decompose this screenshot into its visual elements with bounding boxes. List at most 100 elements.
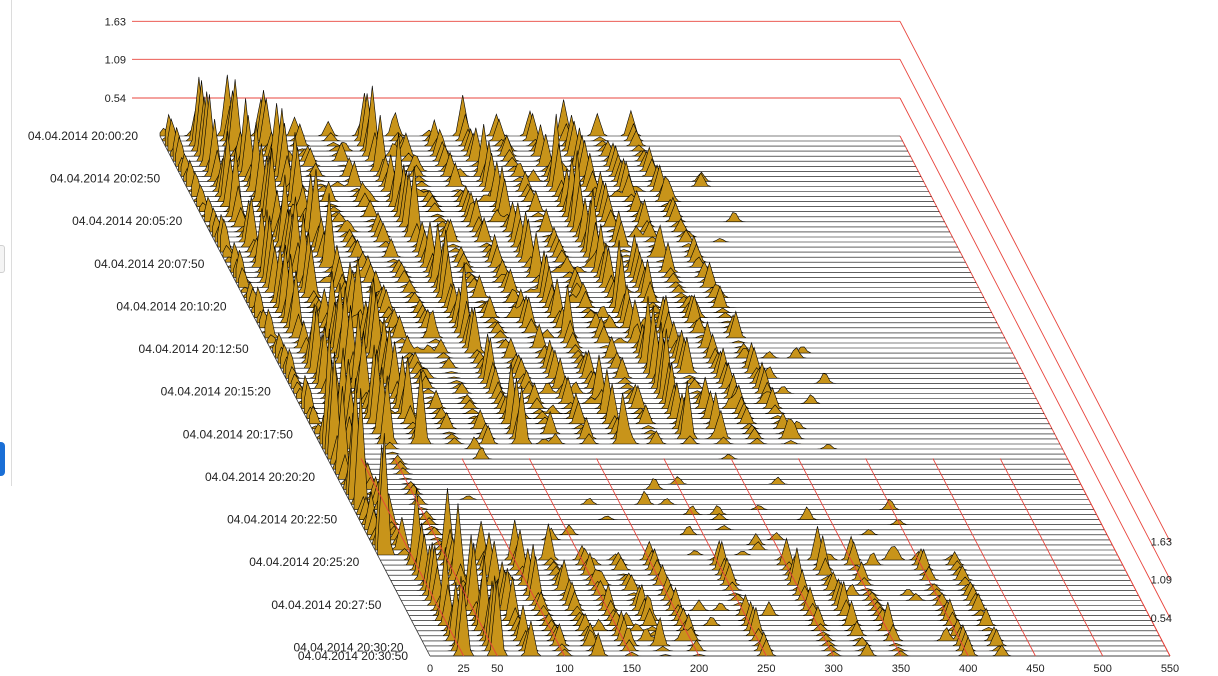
x-tick-label-1: 25 xyxy=(458,663,470,675)
panel-button[interactable] xyxy=(0,442,5,476)
spectrum-row-56 xyxy=(306,344,1047,420)
z-tick-label-back-1: 1.09 xyxy=(105,54,126,66)
z-tick-label-front-2: 1.63 xyxy=(1151,536,1172,548)
spectrum-row-90 xyxy=(395,545,1136,591)
spectrum-row-76 xyxy=(358,495,1100,520)
spectrum-row-101 xyxy=(424,580,1165,647)
spectrum-row-99 xyxy=(419,601,1160,637)
time-label-2: 04.04.2014 20:05:20 xyxy=(72,214,182,228)
spectrum-row-31 xyxy=(241,231,982,293)
spectrum-row-25 xyxy=(225,213,966,263)
x-tick-label-0: 0 xyxy=(427,663,433,675)
spectrum-row-61 xyxy=(319,369,1060,445)
spectrum-row-66 xyxy=(332,449,1073,470)
spectrum-row-89 xyxy=(393,540,1134,586)
spectrum-row-69 xyxy=(340,461,1081,485)
time-label-4: 04.04.2014 20:10:20 xyxy=(116,299,226,313)
x-tick-label-5: 200 xyxy=(690,663,708,675)
spectrum-row-50 xyxy=(290,311,1032,389)
time-label-10: 04.04.2014 20:25:20 xyxy=(249,555,359,569)
x-gridline-12 xyxy=(1067,458,1171,657)
z-tick-label-back-0: 0.54 xyxy=(105,93,126,105)
spectrum-row-74 xyxy=(353,388,1094,510)
spectrum-row-73 xyxy=(351,479,1092,505)
spectrum-row-70 xyxy=(343,460,1084,490)
x-gridline-3 xyxy=(461,458,565,657)
time-label-13: 04.04.2014 20:30:50 xyxy=(298,649,408,663)
time-label-1: 04.04.2014 20:02:50 xyxy=(50,172,160,186)
spectrum-row-32 xyxy=(243,229,984,298)
x-gridline-8 xyxy=(797,458,902,657)
spectrum-row-87 xyxy=(388,522,1129,576)
z-tick-label-front-0: 0.54 xyxy=(1151,613,1172,625)
spectrum-row-100 xyxy=(422,581,1163,642)
spectrum-row-77 xyxy=(361,493,1102,525)
x-tick-label-2: 50 xyxy=(491,663,503,675)
spectrum-row-79 xyxy=(366,508,1108,536)
x-gridline-9 xyxy=(865,458,969,657)
spectrum-row-84 xyxy=(380,488,1121,561)
spectrum-row-63 xyxy=(324,359,1066,455)
z-tick-label-back-2: 1.63 xyxy=(105,16,126,28)
spectrum-row-98 xyxy=(416,555,1157,632)
spectrum-row-93 xyxy=(403,534,1144,606)
x-tick-label-7: 300 xyxy=(824,663,842,675)
spectrum-row-10 xyxy=(185,113,927,187)
time-label-11: 04.04.2014 20:27:50 xyxy=(271,598,381,612)
spectrum-row-24 xyxy=(222,188,963,258)
spectrum-row-65 xyxy=(330,435,1071,465)
front-grid xyxy=(159,135,1171,657)
x-gridline-7 xyxy=(730,458,835,657)
spectrum-row-82 xyxy=(374,444,1115,551)
spectrum-row-71 xyxy=(345,412,1087,495)
x-gridline-2 xyxy=(394,458,498,657)
left-panel-edge xyxy=(0,0,12,676)
spectrum-row-91 xyxy=(398,542,1139,596)
panel-tab[interactable] xyxy=(0,245,5,273)
time-label-9: 04.04.2014 20:22:50 xyxy=(227,513,337,527)
spectrum-row-96 xyxy=(411,547,1152,621)
spectrum-row-60 xyxy=(317,380,1058,440)
x-gridline-6 xyxy=(663,458,767,657)
z-tick-label-front-1: 1.09 xyxy=(1151,574,1172,586)
spectrum-row-52 xyxy=(296,328,1037,399)
x-gridline-5 xyxy=(596,458,700,657)
spectrum-row-16 xyxy=(201,147,942,218)
spectrum-row-78 xyxy=(364,491,1105,531)
time-label-7: 04.04.2014 20:17:50 xyxy=(183,427,293,441)
x-tick-label-10: 450 xyxy=(1026,663,1044,675)
spectrum-row-68 xyxy=(338,453,1079,480)
time-label-3: 04.04.2014 20:07:50 xyxy=(94,257,204,271)
spectrum-row-85 xyxy=(382,488,1123,566)
spectrum-row-75 xyxy=(356,495,1097,515)
side-gridline-0 xyxy=(899,97,1171,619)
spectrum-row-21 xyxy=(214,169,955,243)
x-tick-label-8: 350 xyxy=(892,663,910,675)
spectrum-row-86 xyxy=(385,529,1126,571)
spectrum-row-102 xyxy=(427,575,1168,652)
spectrum-row-92 xyxy=(401,545,1142,601)
spectrum-row-88 xyxy=(390,503,1131,581)
x-tick-label-3: 100 xyxy=(555,663,573,675)
spectrum-row-67 xyxy=(335,386,1076,475)
x-tick-label-6: 250 xyxy=(757,663,775,675)
spectrum-row-83 xyxy=(377,433,1118,556)
x-gridline-1 xyxy=(360,458,465,657)
floor-left-edge xyxy=(159,135,431,657)
x-gridline-4 xyxy=(528,458,633,657)
spectrum-row-62 xyxy=(322,328,1063,450)
spectrum-row-64 xyxy=(327,351,1068,460)
x-tick-label-12: 550 xyxy=(1161,663,1179,675)
time-label-12: 04.04.2014 20:30:20 xyxy=(293,640,403,654)
x-gridline-10 xyxy=(932,458,1036,657)
time-label-5: 04.04.2014 20:12:50 xyxy=(139,342,249,356)
x-gridline-11 xyxy=(999,458,1104,657)
spectrum-row-95 xyxy=(409,594,1149,616)
x-tick-label-4: 150 xyxy=(623,663,641,675)
spectrum-row-94 xyxy=(406,542,1147,611)
axis-labels: 0.54 0.54 1.09 1.09 1.63 1.63 0 25 50 100 150 200 25… xyxy=(28,16,1179,675)
time-label-8: 04.04.2014 20:20:20 xyxy=(205,470,315,484)
x-tick-label-9: 400 xyxy=(959,663,977,675)
side-gridline-1 xyxy=(899,59,1171,580)
